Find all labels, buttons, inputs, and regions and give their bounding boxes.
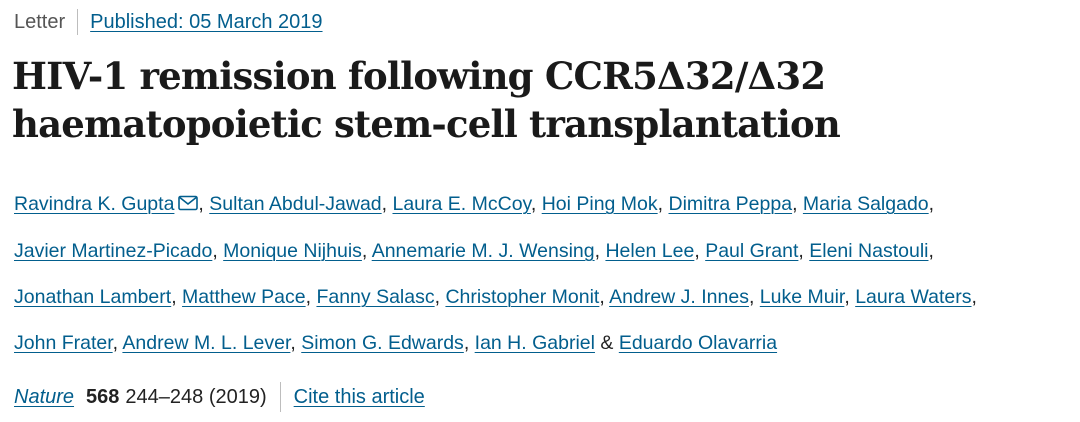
author-link[interactable]: Paul Grant — [705, 240, 799, 262]
author-separator: , — [171, 286, 183, 308]
author-link[interactable]: Matthew Pace — [182, 286, 306, 308]
author-separator: & — [594, 332, 619, 354]
author-link[interactable]: Ravindra K. Gupta — [14, 193, 175, 215]
author-link[interactable]: Laura E. McCoy — [392, 193, 531, 215]
author-separator: , — [112, 332, 123, 354]
article-type: Letter — [14, 11, 66, 33]
cite-this-article-link[interactable]: Cite this article — [293, 386, 425, 408]
author-link[interactable]: Eleni Nastouli — [809, 240, 929, 262]
author-link[interactable]: Fanny Salasc — [316, 286, 435, 308]
author-link[interactable]: Hoi Ping Mok — [541, 193, 658, 215]
author-link[interactable]: Sultan Abdul-Jawad — [209, 193, 382, 215]
author-link[interactable]: Annemarie M. J. Wensing — [371, 240, 595, 262]
author-separator: , — [599, 286, 610, 308]
journal-volume: 568 — [86, 386, 120, 408]
author-separator: , — [198, 193, 210, 215]
author-separator: , — [361, 240, 372, 262]
author-link[interactable]: Jonathan Lambert — [14, 286, 172, 308]
author-link[interactable]: Laura Waters — [855, 286, 972, 308]
author-separator: , — [657, 193, 669, 215]
journal-pages-year: 244–248 (2019) — [125, 386, 267, 408]
author-separator: , — [594, 240, 606, 262]
author-link[interactable]: Andrew M. L. Lever — [122, 332, 291, 354]
author-link[interactable]: Luke Muir — [759, 286, 845, 308]
author-link[interactable]: Maria Salgado — [802, 193, 929, 215]
author-separator: , — [381, 193, 393, 215]
article-title: HIV-1 remission following CCR5Δ32/Δ32 ha… — [12, 54, 841, 146]
author-separator: , — [530, 193, 542, 215]
author-separator: , — [971, 286, 977, 308]
author-separator: , — [212, 240, 224, 262]
journal-link[interactable]: Nature — [14, 386, 75, 408]
author-separator: , — [928, 193, 935, 215]
author-link[interactable]: Christopher Monit — [445, 286, 600, 308]
author-link[interactable]: Dimitra Peppa — [668, 193, 793, 215]
citation-divider — [279, 382, 281, 412]
author-link[interactable]: Eduardo Olavarria — [618, 332, 778, 354]
author-separator: , — [928, 240, 934, 262]
author-link[interactable]: Javier Martinez-Picado — [14, 240, 213, 262]
author-separator: , — [694, 240, 706, 262]
author-link[interactable]: Andrew J. Innes — [609, 286, 749, 308]
author-separator: , — [290, 332, 302, 354]
author-separator: , — [434, 286, 446, 308]
author-separator: , — [748, 286, 760, 308]
meta-divider — [77, 9, 79, 35]
author-link[interactable]: Simon G. Edwards — [301, 332, 464, 354]
published-date-link[interactable]: Published: 05 March 2019 — [90, 11, 323, 33]
author-link[interactable]: John Frater — [14, 332, 113, 354]
author-separator: , — [463, 332, 475, 354]
author-separator: , — [844, 286, 856, 308]
author-separator: , — [798, 240, 810, 262]
author-separator: , — [792, 193, 803, 215]
author-list: Ravindra K. Gupta, Sultan Abdul-Jawad, L… — [14, 181, 1070, 366]
email-icon[interactable] — [178, 182, 199, 228]
author-link[interactable]: Monique Nijhuis — [223, 240, 362, 262]
citation-line: Nature 568 244–248 (2019) Cite this arti… — [14, 382, 425, 412]
author-link[interactable]: Ian H. Gabriel — [474, 332, 595, 354]
article-meta: Letter Published: 05 March 2019 — [14, 8, 323, 36]
author-link[interactable]: Helen Lee — [605, 240, 695, 262]
author-separator: , — [305, 286, 317, 308]
